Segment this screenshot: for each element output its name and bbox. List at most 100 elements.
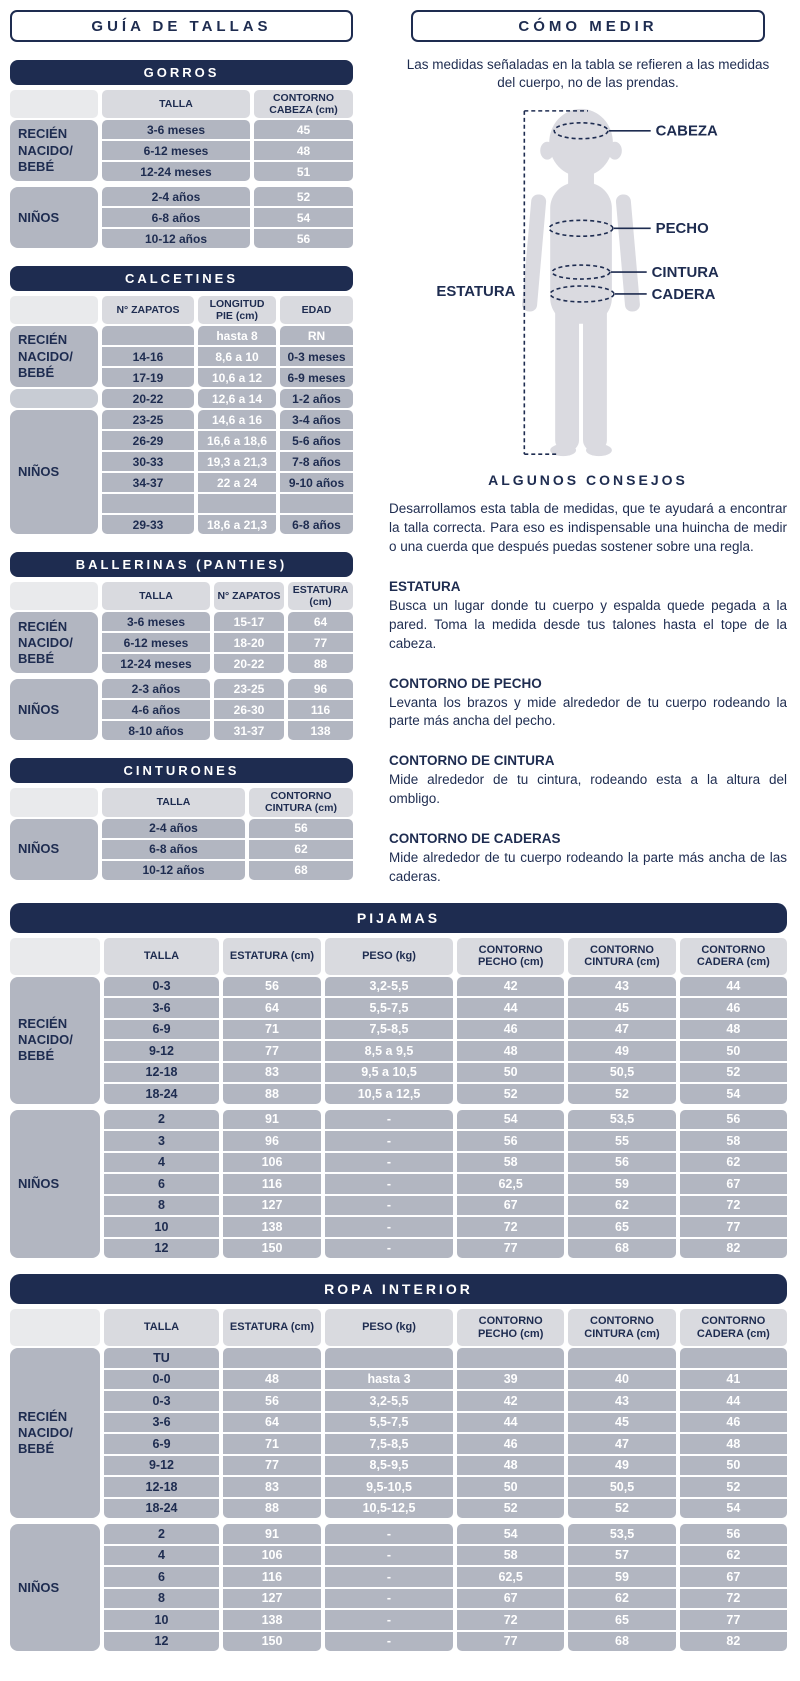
table-cell: 6-12 meses (102, 141, 250, 161)
table-cell (223, 1348, 321, 1368)
table-cell: 88 (223, 1498, 321, 1519)
table-cell: 0-0 (104, 1369, 219, 1390)
table-cell: 12-18 (104, 1477, 219, 1497)
table-cell: 116 (223, 1567, 321, 1587)
table-cell: 6-8 años (102, 208, 250, 228)
group-label: NIÑOS (10, 679, 98, 741)
table-cell: 44 (457, 998, 565, 1018)
table-ropa-interior-title: ROPA INTERIOR (10, 1274, 787, 1305)
tip-contorno-pecho-text: Levanta los brazos y mide alrededor de t… (389, 694, 787, 729)
corner-spacer (10, 937, 100, 975)
intro-text: Las medidas señaladas en la tabla se ref… (406, 57, 770, 91)
table-pijamas: PIJAMAS TALLA ESTATURA (cm) PESO (kg) CONTO… (10, 902, 787, 1259)
table-cell: 0-3 (104, 1391, 219, 1411)
table-gorros-title: GORROS (10, 60, 353, 85)
table-cell: 10,5-12,5 (325, 1498, 453, 1519)
group-gap (10, 675, 353, 677)
table-cell: 50 (679, 1455, 787, 1476)
table-pijamas-title: PIJAMAS (10, 902, 787, 933)
corner-spacer (10, 1309, 100, 1347)
table-cell: 7-8 años (280, 452, 353, 472)
column-header: CONTORNO PECHO (cm) (457, 1309, 565, 1347)
table-cell: 65 (568, 1217, 676, 1237)
table-cell: 44 (457, 1412, 565, 1433)
table-cell: 82 (679, 1238, 787, 1259)
table-cell: 7,5-8,5 (325, 1019, 453, 1040)
table-cell: 49 (568, 1041, 676, 1061)
table-cell: 83 (223, 1477, 321, 1497)
table-cell: 14-16 (102, 347, 194, 367)
table-calcetines: CALCETINES N° ZAPATOS LONGITUD PIE (cm) ED… (10, 266, 353, 535)
table-cell: 5-6 años (280, 431, 353, 451)
table-cell: 6 (104, 1174, 219, 1194)
table-cell: - (325, 1152, 453, 1173)
table-cell (457, 1348, 565, 1368)
table-cell: 54 (679, 1084, 787, 1104)
table-cell: 0-3 (104, 976, 219, 997)
cadera-label: CADERA (652, 286, 716, 303)
table-cell (679, 1348, 787, 1368)
table-cell: 2-4 años (102, 187, 250, 207)
table-cell: 48 (679, 1019, 787, 1040)
table-cell: 62 (568, 1588, 676, 1609)
group-gap (10, 183, 353, 185)
cadera-ellipse (549, 285, 615, 304)
group-gap (10, 1520, 787, 1522)
table-cell: 96 (288, 679, 353, 699)
table-cell: 56 (679, 1524, 787, 1544)
table-cell: 52 (568, 1498, 676, 1519)
table-cell: 52 (457, 1084, 565, 1104)
group-label: NIÑOS (10, 1109, 100, 1259)
table-cell: 77 (457, 1631, 565, 1652)
table-cell: - (325, 1174, 453, 1194)
table-cell: 56 (223, 1391, 321, 1411)
group-label (10, 389, 98, 409)
table-cell: 12 (104, 1631, 219, 1652)
table-cell: 6-9 (104, 1019, 219, 1040)
table-cell: 40 (568, 1369, 676, 1390)
table-cell: 45 (568, 998, 676, 1018)
table-ballerinas-grid: TALLA N° ZAPATOS ESTATURA (cm) RECIÉN NACID… (10, 582, 353, 741)
table-cell (568, 1348, 676, 1368)
corner-spacer (10, 296, 98, 325)
table-cell: 48 (254, 141, 353, 161)
table-cell: 10,6 a 12 (198, 368, 276, 388)
table-cell: 83 (223, 1062, 321, 1083)
table-cell: hasta 8 (198, 326, 276, 346)
table-cell: 77 (223, 1041, 321, 1061)
table-pijamas-grid: TALLA ESTATURA (cm) PESO (kg) CONTORNO PECH… (10, 937, 787, 1259)
measurement-diagram: CABEZA PECHO CINTURA CADERA ESTATURA (436, 109, 719, 457)
table-ropa-interior-grid: TALLA ESTATURA (cm) PESO (kg) CONTORNO PECH… (10, 1309, 787, 1652)
group-label: RECIÉN NACIDO/ BEBÉ (10, 120, 98, 182)
table-cell: 6-8 años (102, 839, 245, 859)
table-cell: 58 (457, 1152, 565, 1173)
table-cell: 17-19 (102, 368, 194, 388)
table-cell: 72 (679, 1195, 787, 1216)
table-cell: 54 (254, 208, 353, 228)
table-cell: 48 (679, 1434, 787, 1454)
table-cell: 62,5 (457, 1174, 565, 1194)
table-cell: 12-24 meses (102, 654, 210, 674)
child-silhouette (522, 109, 640, 457)
corner-spacer (10, 582, 98, 611)
table-cell: 127 (223, 1588, 321, 1609)
table-cell: 52 (254, 187, 353, 207)
group-label: RECIÉN NACIDO/ BEBÉ (10, 612, 98, 674)
table-cell: 62 (679, 1152, 787, 1173)
consejos-title: ALGUNOS CONSEJOS (488, 472, 688, 489)
table-cell: 150 (223, 1631, 321, 1652)
tip-contorno-caderas-title: CONTORNO DE CADERAS (389, 831, 561, 847)
table-cell: 52 (568, 1084, 676, 1104)
cintura-label: CINTURA (652, 264, 719, 281)
table-cell: 68 (568, 1631, 676, 1652)
table-cell: 9,5-10,5 (325, 1477, 453, 1497)
table-cell: 54 (457, 1524, 565, 1544)
table-cell: 31-37 (214, 721, 284, 741)
column-header: CONTORNO CINTURA (cm) (249, 788, 353, 817)
table-cell: 46 (679, 1412, 787, 1433)
table-cell: 3-4 años (280, 410, 353, 430)
table-cell: 48 (223, 1369, 321, 1390)
table-cell: 54 (457, 1109, 565, 1130)
table-cell: 72 (457, 1610, 565, 1630)
table-cell: 71 (223, 1434, 321, 1454)
